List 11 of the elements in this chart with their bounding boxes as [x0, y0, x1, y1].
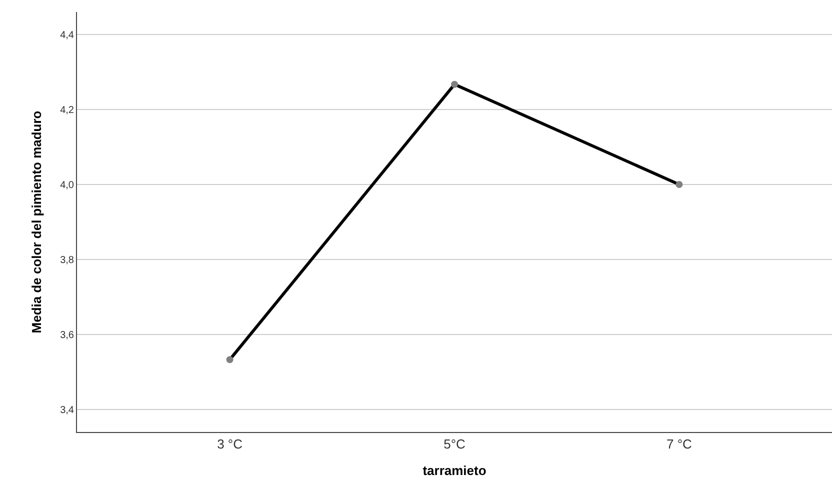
y-axis-title: Media de color del pimiento maduro — [29, 110, 44, 334]
x-tick-label: 3 °C — [217, 436, 243, 452]
y-tick-label: 3,8 — [60, 255, 74, 266]
y-tick-label: 3,6 — [60, 330, 74, 341]
x-axis-title: tarramieto — [422, 463, 486, 478]
x-tick-label: 7 °C — [666, 436, 692, 452]
x-tick-label: 5°C — [444, 436, 466, 452]
y-tick-label: 4,0 — [60, 180, 74, 191]
y-tick-label: 3,4 — [60, 405, 74, 416]
y-tick-label: 4,4 — [60, 30, 74, 41]
y-tick-label: 4,2 — [60, 105, 74, 116]
